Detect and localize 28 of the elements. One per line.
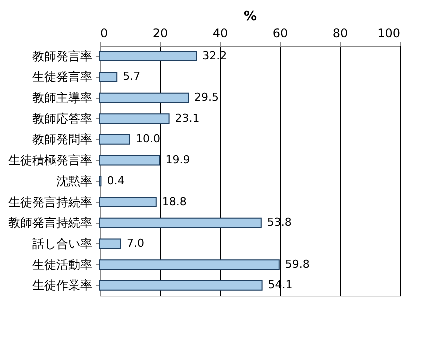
data-label: 5.7	[123, 70, 141, 84]
y-tick-label: 教師応答率	[32, 112, 92, 126]
data-label: 18.8	[162, 195, 187, 208]
y-tick-label: 話し合い率	[32, 236, 92, 251]
y-tick-label: 生徒活動率	[32, 258, 92, 272]
y-tick-label: 生徒作業率	[32, 278, 92, 293]
y-tick-label: 生徒積極発言率	[8, 154, 92, 168]
x-tick-label: 40	[212, 26, 228, 40]
data-label: 59.8	[285, 258, 310, 271]
data-label: 19.9	[166, 154, 190, 167]
x-tick-label: 80	[332, 26, 348, 40]
y-tick-label: 教師主導率	[32, 91, 92, 106]
x-tick-label: 100	[378, 26, 400, 40]
x-tick-label: 60	[272, 26, 288, 40]
y-tick-label: 生徒発言率	[32, 70, 92, 84]
data-label: 10.0	[136, 132, 160, 146]
x-tick-label: 0	[100, 26, 108, 40]
data-label: 7.0	[127, 236, 144, 250]
y-tick-label: 教師発言持続率	[8, 216, 92, 230]
y-tick-label: 生徒発言持続率	[8, 195, 92, 210]
data-label: 29.5	[194, 91, 219, 104]
x-tick-label: 20	[152, 26, 168, 40]
data-label: 0.4	[107, 174, 125, 188]
data-label: 23.1	[175, 112, 200, 125]
y-tick-label: 教師発問率	[32, 132, 92, 147]
x-axis-title: %	[244, 10, 258, 24]
y-tick-label: 沈黙率	[56, 174, 92, 188]
y-tick-label: 教師発言率	[32, 49, 92, 64]
